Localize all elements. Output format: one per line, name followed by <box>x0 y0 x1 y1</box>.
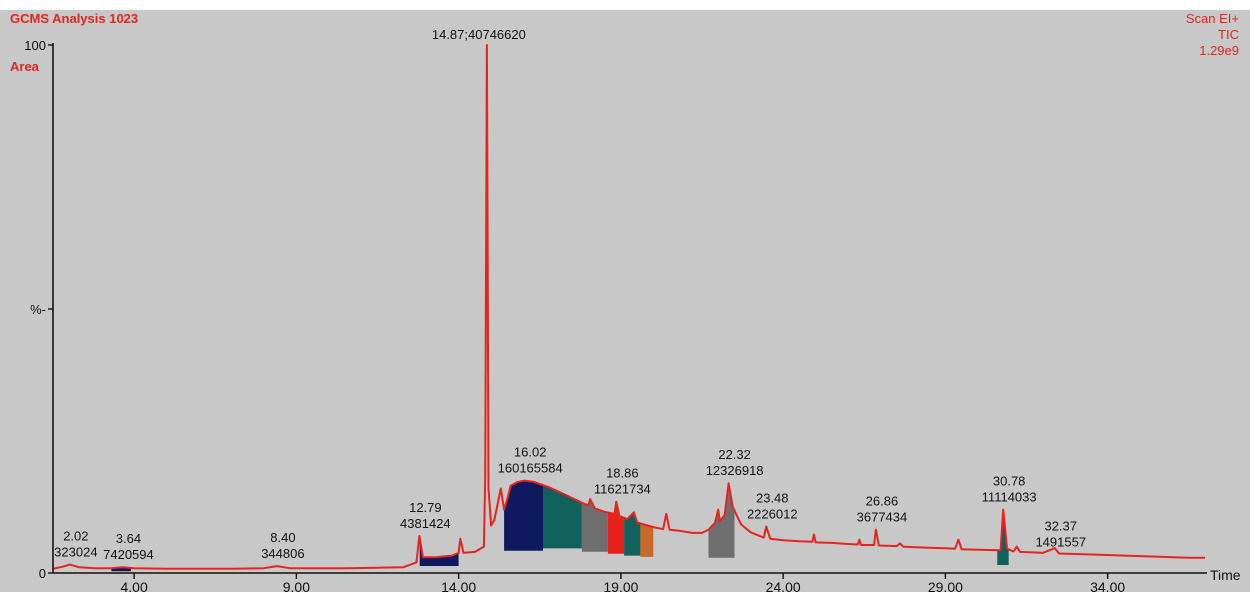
peak-rt-label: 30.78 <box>993 474 1026 489</box>
integrated-region-4 <box>543 485 582 549</box>
peak-label-main: 14.87;40746620 <box>432 27 526 42</box>
tic-trace-line <box>52 44 1205 570</box>
peak-area-label: 7420594 <box>103 547 154 562</box>
integrated-region-6 <box>607 503 625 554</box>
y-measure-label: Area <box>10 59 40 74</box>
integrated-region-7 <box>624 512 641 556</box>
x-tick-label: 9.00 <box>283 579 310 592</box>
peak-area-label: 4381424 <box>400 516 451 531</box>
peak-area-label: 11621734 <box>594 482 651 497</box>
peak-rt-label: 12.79 <box>409 500 442 515</box>
integrated-regions <box>111 480 1009 572</box>
peak-labels: 3230242.0274205943.643448068.40438142412… <box>54 27 1086 562</box>
x-tick-label: 4.00 <box>121 579 148 592</box>
peak-rt-label: 18.86 <box>606 466 639 481</box>
peak-rt-label: 32.37 <box>1044 519 1077 534</box>
peak-area-label: 160165584 <box>498 461 563 476</box>
x-tick-label: 19.00 <box>603 579 638 592</box>
chart-title: GCMS Analysis 1023 <box>10 11 138 26</box>
full-scale-label: 1.29e9 <box>1199 43 1239 58</box>
x-tick-label: 34.00 <box>1090 579 1125 592</box>
peak-rt-label: 3.64 <box>116 531 141 546</box>
peak-area-label: 12326918 <box>706 463 764 478</box>
peak-area-label: 11114033 <box>982 490 1037 505</box>
axes: 4.00 9.00 14.00 19.00 24.00 29.00 34.00 0 %- 100 <box>24 38 1207 592</box>
peak-rt-label: 16.02 <box>514 445 547 460</box>
peak-area-label: 2226012 <box>747 507 798 522</box>
peak-rt-label: 2.02 <box>63 529 88 544</box>
peak-area-label: 344806 <box>261 546 304 561</box>
peak-area-label: 323024 <box>54 545 97 560</box>
y-tick-label: 100 <box>24 38 46 53</box>
peak-rt-label: 8.40 <box>270 530 295 545</box>
peak-rt-label: 23.48 <box>756 491 789 506</box>
y-tick-label: %- <box>30 302 46 317</box>
peak-area-label: 1491557 <box>1035 535 1086 550</box>
integrated-region-5 <box>581 500 608 552</box>
integrated-region-9 <box>708 485 735 558</box>
top-white-band <box>0 0 1250 10</box>
integrated-region-8 <box>640 523 654 557</box>
peak-rt-label: 22.32 <box>718 447 751 462</box>
trace-type-label: TIC <box>1218 27 1239 42</box>
tic-trace-layer <box>52 44 1205 570</box>
integrated-region-3 <box>504 480 543 551</box>
peak-area-label: 3677434 <box>857 510 908 525</box>
x-tick-label: 14.00 <box>441 579 476 592</box>
scan-mode-label: Scan EI+ <box>1186 11 1239 26</box>
peak-rt-label: 26.86 <box>866 494 899 509</box>
x-tick-label: 24.00 <box>766 579 801 592</box>
integrated-region-10 <box>997 512 1009 565</box>
x-tick-label: 29.00 <box>928 579 963 592</box>
x-axis-label: Time <box>1210 567 1241 583</box>
integrated-region-2 <box>419 538 459 566</box>
y-tick-label: 0 <box>39 566 46 581</box>
